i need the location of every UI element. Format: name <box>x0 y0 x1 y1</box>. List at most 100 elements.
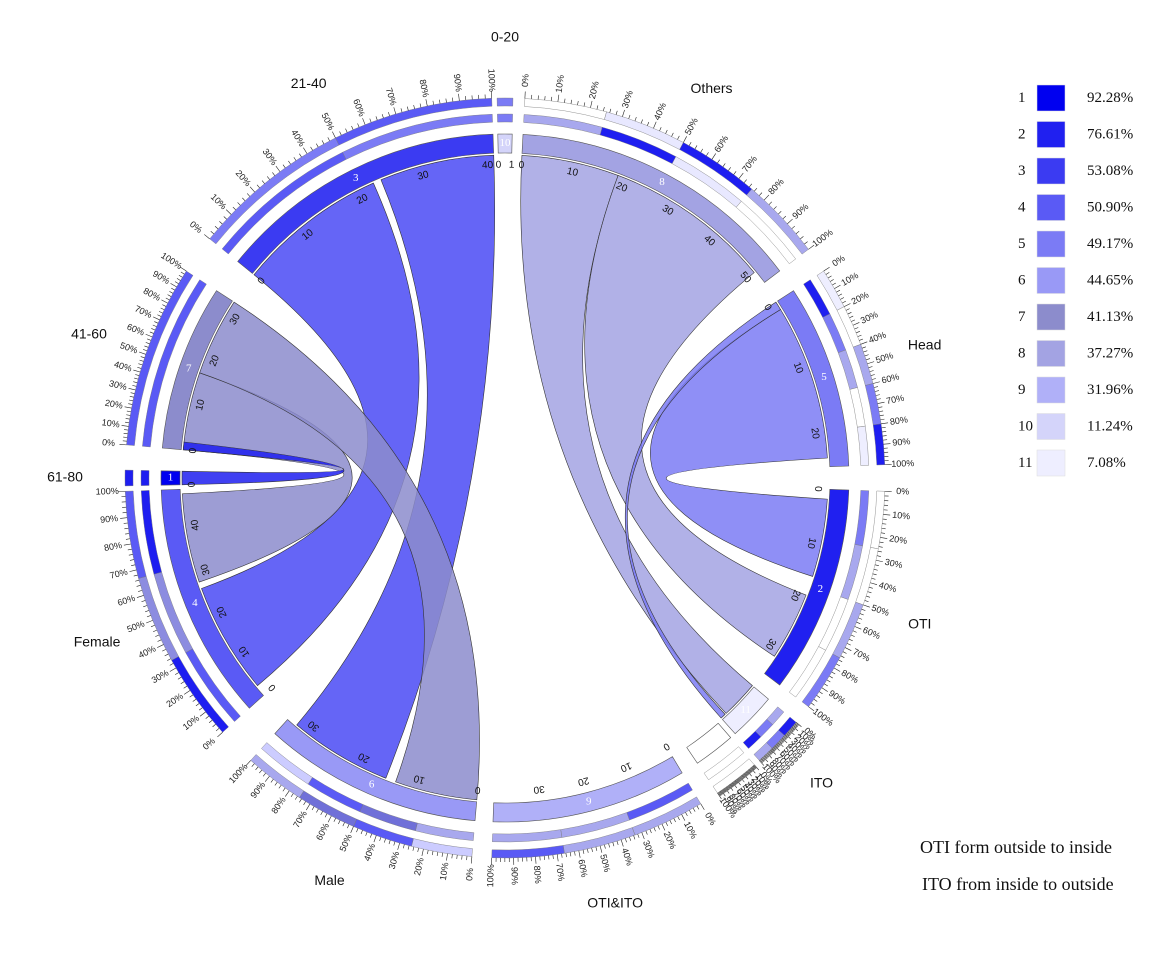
percent-tick-label: 10% <box>209 192 229 212</box>
sector-outer-segment <box>873 424 885 465</box>
percent-tick <box>213 724 216 727</box>
value-tick-label: 20 <box>808 427 821 440</box>
percent-tick <box>686 812 688 816</box>
percent-tick <box>141 357 145 358</box>
percent-tick-label: 30% <box>859 309 880 325</box>
sector-id-label: 4 <box>192 597 198 609</box>
percent-tick <box>853 322 859 325</box>
percent-tick <box>872 578 876 579</box>
percent-tick-label: 10% <box>438 862 451 881</box>
percent-tick-label: 20% <box>587 80 601 100</box>
percent-tick <box>883 444 890 445</box>
percent-tick <box>299 154 301 157</box>
percent-tick <box>851 320 855 322</box>
percent-tick <box>819 692 822 694</box>
percent-tick <box>768 752 771 755</box>
percent-tick <box>834 668 840 672</box>
sector-name-label: Others <box>691 80 733 96</box>
value-tick-label: 20 <box>576 774 590 788</box>
percent-tick <box>882 427 886 428</box>
percent-tick <box>394 107 396 114</box>
percent-tick <box>130 560 134 561</box>
percent-tick <box>403 844 404 848</box>
percent-tick <box>446 99 447 103</box>
legend-rank: 4 <box>1018 200 1026 216</box>
percent-tick <box>170 668 176 672</box>
percent-tick <box>866 359 870 360</box>
percent-tick <box>629 115 630 119</box>
percent-tick <box>604 845 605 849</box>
legend-value: 44.65% <box>1087 273 1133 289</box>
percent-tick <box>358 123 360 127</box>
percent-tick-label: 30% <box>387 850 402 870</box>
percent-tick <box>578 101 579 105</box>
percent-tick <box>761 759 764 762</box>
percent-tick <box>874 387 878 388</box>
percent-tick <box>774 747 777 750</box>
percent-tick <box>224 217 227 220</box>
percent-tick <box>847 643 851 645</box>
percent-tick-label: 50% <box>870 603 890 618</box>
percent-tick-label: 100% <box>485 864 496 887</box>
sector-mid-segment <box>141 470 149 485</box>
percent-tick <box>193 699 196 701</box>
percent-tick-label: 20% <box>164 691 185 709</box>
percent-tick <box>356 828 358 832</box>
percent-tick-label: 40% <box>867 330 887 346</box>
percent-tick <box>279 785 281 788</box>
percent-tick <box>836 664 839 666</box>
percent-tick-label: 0% <box>188 219 204 235</box>
labels-layer: 0%10%20%30%40%50%60%70%80%90%100%010205H… <box>47 29 941 911</box>
sector-band-ito <box>687 723 731 763</box>
legend-rank: 9 <box>1018 382 1026 398</box>
percent-tick-label: 100% <box>810 227 834 249</box>
percent-tick-label: 0% <box>520 74 531 88</box>
percent-tick <box>265 776 269 781</box>
percent-tick <box>457 855 458 859</box>
legend-value: 31.96% <box>1087 382 1133 398</box>
percent-tick <box>143 349 147 350</box>
percent-tick-label: 70% <box>740 154 759 174</box>
percent-tick <box>616 111 617 115</box>
percent-tick <box>141 600 145 601</box>
percent-tick-label: 30% <box>150 668 171 686</box>
percent-tick-label: 90% <box>100 513 119 525</box>
percent-tick-label: 80% <box>532 865 543 884</box>
percent-tick <box>226 210 231 215</box>
percent-tick <box>670 820 672 824</box>
percent-tick <box>871 374 875 375</box>
percent-tick <box>695 145 697 148</box>
percent-tick <box>723 163 725 166</box>
percent-tick <box>858 335 862 336</box>
percent-tick-label: 60% <box>880 371 900 385</box>
percent-tick <box>836 290 839 292</box>
percent-tick <box>754 188 757 191</box>
percent-tick-label: 80% <box>766 176 786 196</box>
percent-tick <box>129 400 133 401</box>
legend-value: 50.90% <box>1087 200 1133 216</box>
percent-tick <box>418 848 419 852</box>
percent-tick <box>200 712 206 716</box>
percent-tick <box>306 804 310 810</box>
percent-tick <box>439 100 440 104</box>
percent-tick <box>824 267 830 271</box>
sector-outer-segment <box>125 470 133 486</box>
percent-tick-label: 70% <box>291 809 309 830</box>
percent-tick <box>366 832 367 836</box>
percent-tick <box>175 673 178 675</box>
percent-tick <box>175 282 178 284</box>
percent-tick <box>181 272 184 274</box>
percent-tick <box>765 755 768 758</box>
percent-tick <box>311 147 313 150</box>
percent-tick <box>124 528 128 529</box>
percent-tick <box>717 160 719 163</box>
percent-tick <box>849 639 853 641</box>
percent-tick <box>566 853 567 857</box>
percent-tick <box>759 193 762 196</box>
percent-tick <box>346 129 348 133</box>
percent-tick <box>826 272 829 274</box>
percent-tick <box>219 221 222 224</box>
percent-tick <box>162 649 166 651</box>
